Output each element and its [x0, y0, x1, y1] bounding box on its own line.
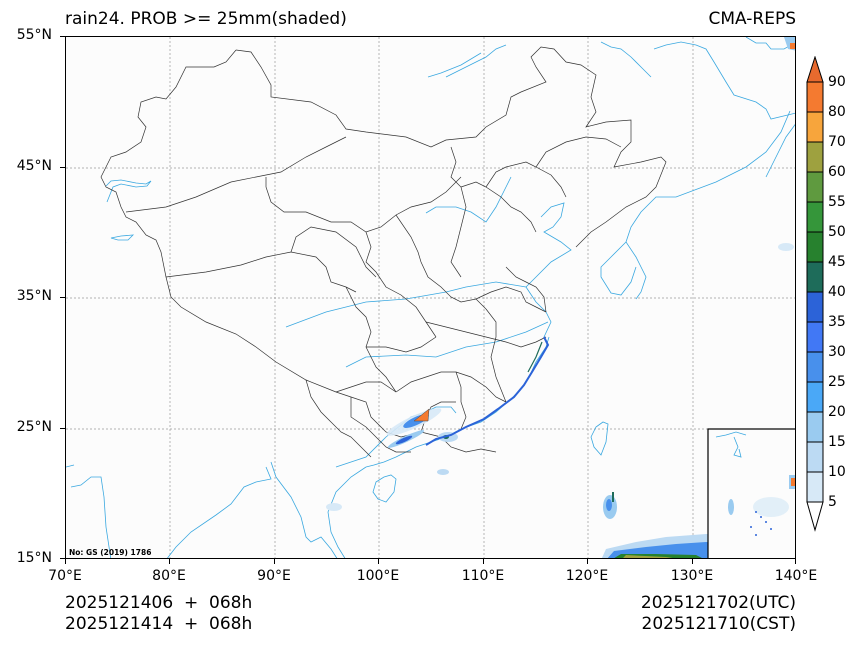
init-time-utc: 2025121406 + 068h — [65, 593, 253, 613]
map-title: rain24. PROB >= 25mm(shaded) — [65, 9, 347, 29]
precip-shading — [326, 37, 795, 558]
x-tick-label: 110°E — [461, 568, 505, 584]
colorbar-label: 20 — [828, 404, 846, 420]
x-tick-mark — [169, 559, 170, 564]
x-tick-label: 120°E — [565, 568, 609, 584]
map-approval-number: No: GS (2019) 1786 — [69, 548, 152, 557]
x-tick-mark — [587, 559, 588, 564]
y-tick-label: 25°N — [16, 419, 52, 435]
graticule — [66, 37, 795, 558]
y-tick-label: 35°N — [16, 288, 52, 304]
colorbar-label: 40 — [828, 284, 846, 300]
x-tick-mark — [65, 559, 66, 564]
valid-time-block: 2025121702(UTC) 2025121710(CST) — [641, 593, 796, 635]
colorbar-swatches — [806, 55, 824, 532]
borders — [100, 46, 667, 458]
y-tick-mark — [60, 36, 65, 37]
x-tick-mark — [795, 559, 796, 564]
colorbar-label: 15 — [828, 434, 846, 450]
colorbar-label: 60 — [828, 164, 846, 180]
coastlines — [66, 37, 795, 558]
y-tick-label: 45°N — [16, 158, 52, 174]
colorbar-label: 35 — [828, 314, 846, 330]
x-tick-mark — [274, 559, 275, 564]
colorbar-label: 10 — [828, 464, 846, 480]
valid-time-utc: 2025121702(UTC) — [640, 593, 796, 613]
map-plot-area[interactable] — [65, 36, 796, 559]
x-tick-label: 90°E — [257, 568, 291, 584]
colorbar-label: 25 — [828, 374, 846, 390]
y-tick-mark — [60, 167, 65, 168]
y-tick-mark — [60, 297, 65, 298]
x-tick-mark — [483, 559, 484, 564]
colorbar-label: 45 — [828, 254, 846, 270]
x-tick-label: 70°E — [48, 568, 82, 584]
y-tick-label: 15°N — [16, 550, 52, 566]
colorbar-label: 90 — [828, 74, 846, 90]
y-tick-mark — [60, 428, 65, 429]
init-time-block: 2025121406 + 068h 2025121414 + 068h — [65, 593, 252, 635]
valid-time-cst: 2025121710(CST) — [641, 614, 796, 634]
y-tick-mark — [60, 558, 65, 559]
map-canvas — [66, 37, 795, 558]
y-tick-label: 55°N — [16, 27, 52, 43]
colorbar-label: 55 — [828, 194, 846, 210]
init-time-cst: 2025121414 + 068h — [65, 614, 253, 634]
model-name: CMA-REPS — [708, 9, 796, 29]
x-tick-mark — [692, 559, 693, 564]
x-tick-label: 130°E — [670, 568, 714, 584]
x-tick-label: 140°E — [774, 568, 818, 584]
x-tick-label: 80°E — [152, 568, 186, 584]
x-tick-label: 100°E — [356, 568, 400, 584]
colorbar-label: 70 — [828, 134, 846, 150]
colorbar-label: 5 — [828, 494, 837, 510]
colorbar-label: 80 — [828, 104, 846, 120]
x-tick-mark — [378, 559, 379, 564]
colorbar — [806, 55, 824, 532]
colorbar-label: 30 — [828, 344, 846, 360]
colorbar-label: 50 — [828, 224, 846, 240]
south-china-sea-inset — [707, 428, 795, 558]
